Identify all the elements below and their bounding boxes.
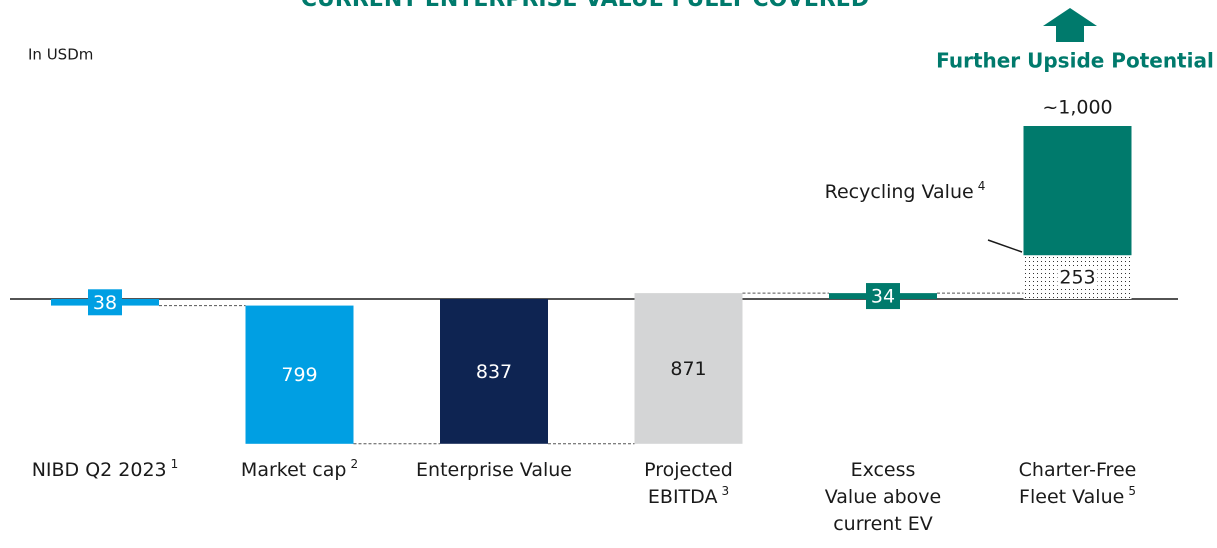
value-label: 253 (1059, 267, 1095, 289)
category-text: Charter-Free (1019, 459, 1137, 481)
x-tick-label: NIBD Q2 2023 1 (32, 457, 179, 481)
upside-value-label: ~1,000 (1042, 97, 1112, 119)
x-tick-label: Market cap 2 (241, 457, 358, 481)
x-tick-label: Enterprise Value (416, 459, 572, 481)
category-text: EBITDA (648, 486, 718, 508)
value-label: 38 (93, 292, 117, 314)
footnote: 1 (171, 457, 179, 471)
category-text: Enterprise Value (416, 459, 572, 481)
chart-title: CURRENT ENTERPRISE VALUE FULLY COVERED (301, 0, 869, 12)
unit-note: In USDm (28, 46, 93, 64)
annotation: Recycling Value 4 (825, 179, 986, 203)
value-label: 837 (476, 361, 512, 383)
x-tick-label: Charter-Free (1019, 459, 1137, 481)
value-label-box (88, 289, 122, 316)
category-text: current EV (833, 513, 933, 535)
x-tick-label: Value above (825, 486, 941, 508)
footnote: 5 (1128, 484, 1136, 498)
bar (634, 293, 743, 444)
footnote: 4 (978, 179, 986, 193)
x-tick-label: Fleet Value 5 (1019, 484, 1136, 508)
category-text: NIBD Q2 2023 (32, 459, 167, 481)
bar (245, 305, 354, 444)
upside-arrow (1043, 8, 1097, 42)
annotation-leader (987, 239, 1023, 253)
value-label: 871 (670, 358, 706, 380)
value-label: 34 (871, 286, 895, 308)
category-text: Projected (644, 459, 733, 481)
value-label-box (1057, 266, 1098, 289)
value-label-box (866, 283, 900, 310)
x-tick-label: Projected (644, 459, 733, 481)
annotation-text: Recycling Value (825, 181, 974, 203)
x-tick-label: Excess (851, 459, 916, 481)
bar (440, 299, 548, 444)
upside-bar (1023, 126, 1132, 256)
category-text: Excess (851, 459, 916, 481)
x-tick-label: EBITDA 3 (648, 484, 729, 508)
category-text: Value above (825, 486, 941, 508)
x-tick-label: current EV (833, 513, 933, 535)
value-label: 799 (281, 364, 317, 386)
category-text: Fleet Value (1019, 486, 1124, 508)
footnote: 2 (350, 457, 358, 471)
category-text: Market cap (241, 459, 347, 481)
footnote: 3 (721, 484, 729, 498)
upside-label: Further Upside Potential (936, 49, 1214, 73)
